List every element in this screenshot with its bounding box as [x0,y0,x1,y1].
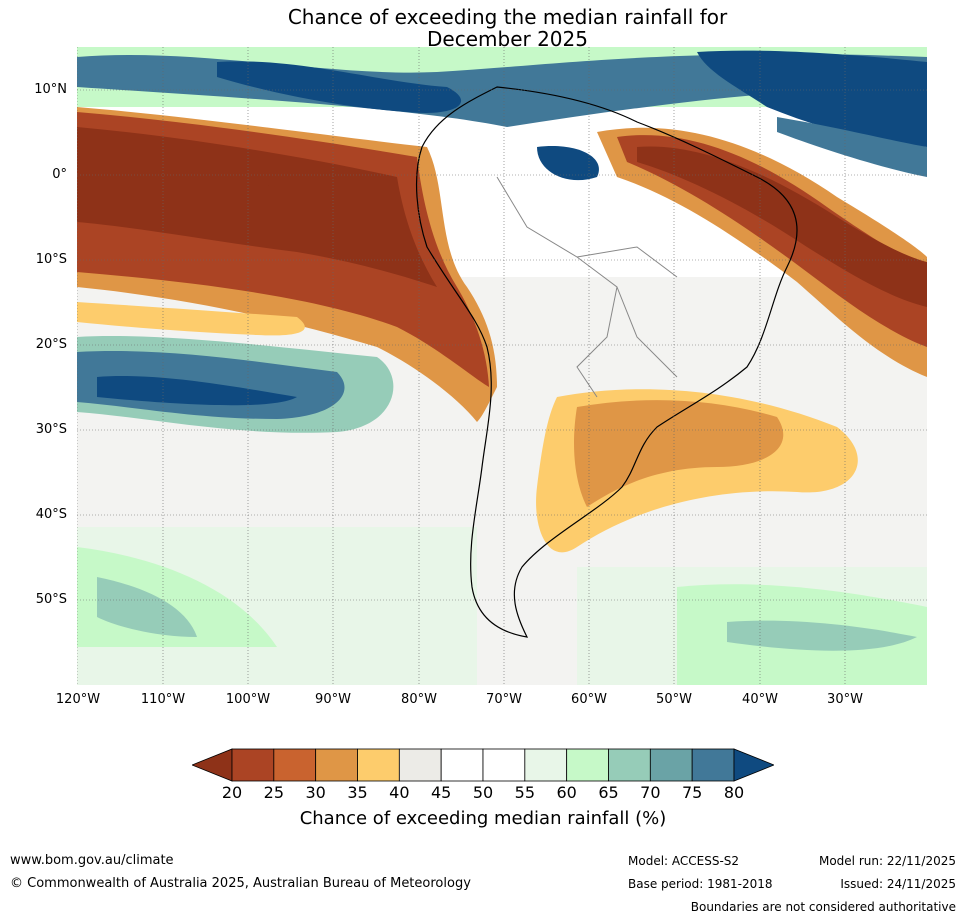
footer-url: www.bom.gov.au/climate [10,853,174,868]
colorbar-tick-label: 30 [305,783,326,802]
colorbar-tick-label: 25 [263,783,284,802]
colorbar-tick-label: 50 [472,783,494,802]
colorbar-segment [649,748,693,782]
southern-ocean-wet [77,547,927,685]
lon-label-100w: 100°W [225,692,271,707]
footer-model-run: Model run: 22/11/2025 [818,854,956,868]
colorbar-segment [524,748,568,782]
lon-label-80w: 80°W [401,692,437,707]
lon-label-120w: 120°W [55,692,101,707]
lon-label-50w: 50°W [656,692,692,707]
rainfall-probability-map [77,47,927,685]
lat-label-50s: 50°S [35,592,67,607]
colorbar-tick-label: 80 [723,783,745,802]
colorbar-segment [482,748,526,782]
colorbar [192,748,774,782]
colorbar-segment [608,748,651,782]
lon-label-70w: 70°W [486,692,522,707]
footer-base-period: Base period: 1981-2018 [628,877,773,891]
map-title-line2: December 2025 [427,27,588,51]
colorbar-tick-label: 75 [681,783,703,802]
colorbar-arrow-low [192,748,233,782]
map-title-line1: Chance of exceeding the median rainfall … [287,5,728,29]
colorbar-segment [691,748,735,782]
colorbar-segment [398,748,442,782]
lat-label-30s: 30°S [35,422,67,437]
colorbar-segment [357,748,400,782]
colorbar-tick-label: 60 [556,783,577,802]
colorbar-tick-label: 45 [430,783,452,802]
lat-label-0: 0° [52,167,67,182]
colorbar-segment [273,748,317,782]
colorbar-tick-label: 55 [514,783,535,802]
lat-label-10n: 10°N [34,82,67,97]
lon-label-60w: 60°W [571,692,607,707]
colorbar-segment [315,748,358,782]
colorbar-label: Chance of exceeding median rainfall (%) [299,808,667,829]
atlantic-dry-band [597,127,927,378]
lon-label-90w: 90°W [315,692,351,707]
lat-label-40s: 40°S [35,507,67,522]
footer-disclaimer: Boundaries are not considered authoritat… [690,900,956,914]
colorbar-tick-label: 20 [221,783,243,802]
colorbar-tick-label: 70 [640,783,661,802]
continent-outline [415,86,798,638]
colorbar-tick-label: 65 [598,783,619,802]
footer-issued: Issued: 24/11/2025 [840,877,956,891]
graticule [77,47,927,685]
lon-label-40w: 40°W [742,692,778,707]
lon-label-30w: 30°W [827,692,863,707]
northern-wet-band [77,47,927,181]
south-pacific-wet [77,336,394,433]
lon-label-110w: 110°W [140,692,186,707]
colorbar-tick-label: 40 [389,783,410,802]
footer-model: Model: ACCESS-S2 [628,854,740,868]
pacific-dry-band [77,107,497,422]
country-borders [496,176,678,398]
colorbar-segment [440,748,484,782]
lat-label-10s: 10°S [35,252,67,267]
footer-copyright: © Commonwealth of Australia 2025, Austra… [10,876,471,891]
colorbar-segment [231,748,275,782]
colorbar-segment [566,748,609,782]
lat-label-20s: 20°S [35,337,67,352]
colorbar-tick-label: 35 [347,783,368,802]
colorbar-arrow-high [733,748,774,782]
